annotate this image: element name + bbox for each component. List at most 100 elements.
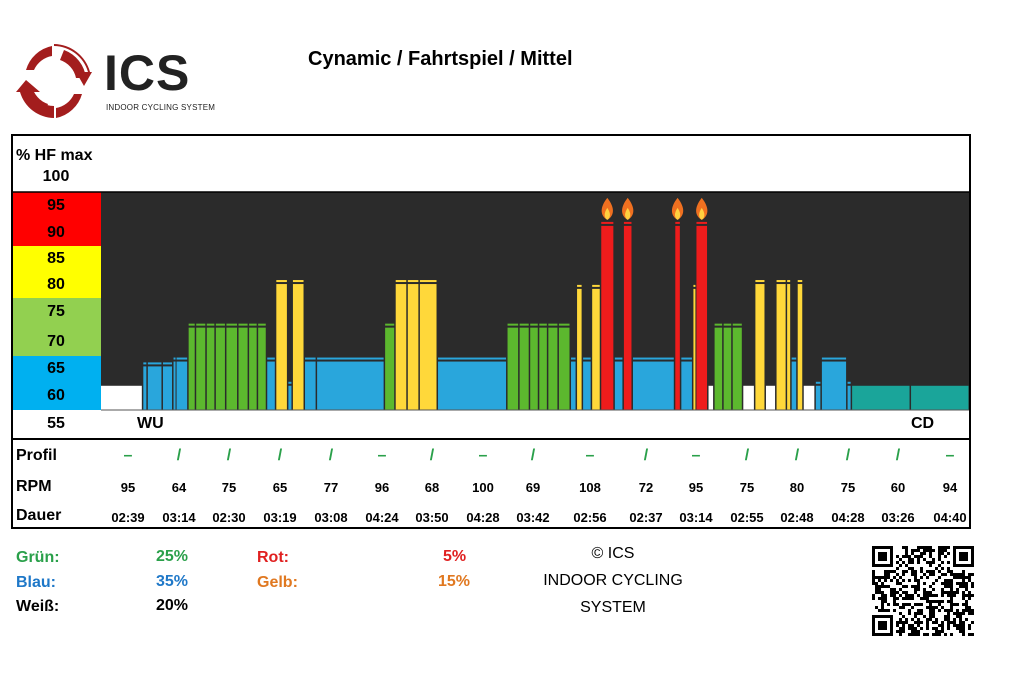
chart-bar xyxy=(548,327,558,410)
chart-bar-cap xyxy=(776,280,786,283)
chart-bar-cap xyxy=(176,357,188,360)
chart-bar-cap xyxy=(215,323,225,326)
dauer-cell: 02:48 xyxy=(780,510,814,525)
profil-cell: – xyxy=(123,447,133,464)
chart-bar xyxy=(176,361,188,410)
rpm-cell: 75 xyxy=(221,480,237,495)
chart-bar-cap xyxy=(288,381,292,384)
qr-code-icon xyxy=(872,546,974,636)
chart-bar xyxy=(577,288,582,410)
chart-bar xyxy=(776,284,786,410)
chart-bar-cap xyxy=(292,280,304,283)
chart-bar-cap xyxy=(791,357,797,360)
rpm-cell: 100 xyxy=(472,480,494,495)
chart-bar-cap xyxy=(601,221,614,224)
flame-core-icon xyxy=(625,207,631,220)
legend-weiss-value: 20% xyxy=(156,597,189,614)
zone-yellow-band xyxy=(12,246,101,298)
chart-bar-cap xyxy=(847,381,851,384)
chart-bar xyxy=(614,361,623,410)
chart-bar-cap xyxy=(723,323,732,326)
chart-bar xyxy=(419,284,437,410)
chart-bar xyxy=(911,385,969,410)
chart-bar-cap xyxy=(407,280,419,283)
chart-bar-cap xyxy=(577,284,582,287)
chart-bar xyxy=(765,385,776,410)
flame-core-icon xyxy=(699,207,705,220)
legend-blau-label: Blau: xyxy=(16,574,56,591)
chart-bar xyxy=(852,385,910,410)
chart-bar-cap xyxy=(614,357,623,360)
chart-frame xyxy=(11,134,971,529)
chart-bar xyxy=(632,361,674,410)
legend-gruen-value: 25% xyxy=(156,548,189,565)
chart-bar xyxy=(276,284,287,410)
chart-bar xyxy=(583,361,591,410)
chart-bar xyxy=(803,385,815,410)
dauer-cell: 04:28 xyxy=(466,510,500,525)
chart-bar xyxy=(317,361,384,410)
dauer-cell: 03:50 xyxy=(415,510,449,525)
profil-cell: / xyxy=(643,447,649,464)
chart-bar-cap xyxy=(188,323,195,326)
chart-bar-cap xyxy=(258,323,266,326)
page-title: Cynamic / Fahrtspiel / Mittel xyxy=(308,48,573,70)
copyright-line1: © ICS xyxy=(591,545,635,562)
rpm-cell: 69 xyxy=(525,480,541,495)
chart-bar-cap xyxy=(675,221,680,224)
chart-bar-cap xyxy=(385,323,395,326)
cooldown-marker: CD xyxy=(911,415,935,432)
rpm-cell: 65 xyxy=(272,480,288,495)
rpm-cell: 108 xyxy=(579,480,601,495)
chart-bar xyxy=(395,284,407,410)
chart-bar xyxy=(196,327,206,410)
rpm-cell: 96 xyxy=(374,480,390,495)
chart-bar xyxy=(249,327,257,410)
level-70: 70 xyxy=(47,333,65,350)
level-80: 80 xyxy=(47,276,65,293)
chart-bar xyxy=(821,361,847,410)
dauer-cell: 02:56 xyxy=(573,510,607,525)
chart-bar-cap xyxy=(238,323,248,326)
chart-bar-cap xyxy=(143,362,147,365)
chart-bar-cap xyxy=(162,362,173,365)
chart-bar-cap xyxy=(815,381,821,384)
profil-cell: – xyxy=(945,447,955,464)
profil-cell: / xyxy=(328,447,334,464)
chart-bar-cap xyxy=(548,323,558,326)
chart-bar-cap xyxy=(681,357,692,360)
chart-bar xyxy=(238,327,248,410)
chart-bar xyxy=(743,385,754,410)
chart-bar xyxy=(623,225,632,410)
chart-bar-cap xyxy=(632,357,674,360)
chart-bar xyxy=(708,385,714,410)
dauer-cell: 04:24 xyxy=(365,510,399,525)
chart-bar-cap xyxy=(147,362,162,365)
ics-logo-icon xyxy=(16,44,92,118)
chart-bar xyxy=(847,385,851,410)
dauer-cell: 02:37 xyxy=(629,510,663,525)
chart-bar xyxy=(206,327,215,410)
rpm-cell: 80 xyxy=(789,480,805,495)
profil-cell: / xyxy=(530,447,536,464)
chart-bar xyxy=(797,284,803,410)
chart-bar xyxy=(258,327,266,410)
chart-bar xyxy=(162,366,173,410)
dauer-cell: 04:40 xyxy=(933,510,967,525)
dauer-cell: 03:14 xyxy=(162,510,196,525)
profil-cell: / xyxy=(277,447,283,464)
chart-bar-cap xyxy=(438,357,507,360)
chart-bar-cap xyxy=(558,323,570,326)
chart-bar-cap xyxy=(755,280,765,283)
legend-rot-value: 5% xyxy=(443,548,467,565)
chart-bar xyxy=(143,366,147,410)
chart-bar xyxy=(173,361,176,410)
dauer-cell: 04:28 xyxy=(831,510,865,525)
chart-bar-cap xyxy=(583,357,591,360)
chart-bar xyxy=(755,284,765,410)
y-axis-label: % HF max xyxy=(16,147,93,164)
chart-bar-cap xyxy=(732,323,742,326)
profil-cell: / xyxy=(744,447,750,464)
dauer-cell: 03:26 xyxy=(881,510,915,525)
